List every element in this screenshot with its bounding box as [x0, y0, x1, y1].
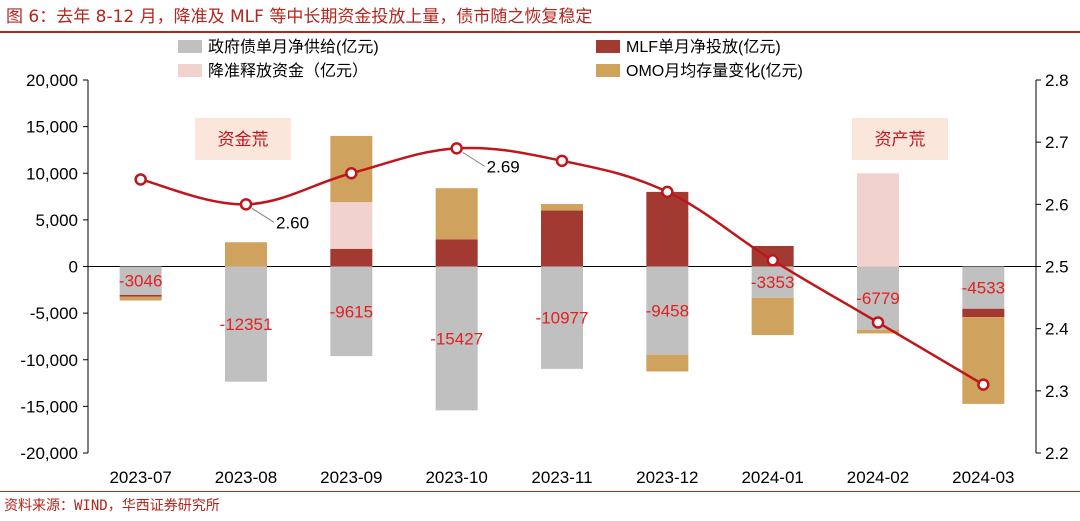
x-tick-label: 2024-02	[847, 468, 909, 487]
legend-swatch	[596, 40, 620, 53]
annotation-box	[195, 118, 291, 160]
data-label: -15427	[430, 329, 483, 348]
yield-point	[239, 198, 253, 211]
bar-segment	[435, 188, 478, 240]
bar-segment	[751, 297, 794, 336]
yield-point	[977, 378, 990, 391]
figure-title: 图 6：去年 8-12 月，降准及 MLF 等中长期资金投放上量，债市随之恢复稳…	[6, 7, 593, 27]
legend-label: 降准释放资金（亿元）	[208, 62, 368, 80]
left-tick-label: 5,000	[35, 211, 78, 230]
yield-point	[766, 254, 779, 267]
right-tick-label: 2.3	[1045, 382, 1069, 401]
bar-segment	[435, 239, 478, 267]
bar-segment	[857, 329, 899, 334]
bar-segment	[119, 294, 162, 297]
bar-segment	[330, 202, 373, 249]
legend-swatch	[178, 40, 202, 53]
x-tick-label: 2023-11	[531, 468, 592, 487]
x-tick-label: 2023-08	[215, 468, 277, 487]
bar-segment	[962, 266, 1005, 309]
legend-label: MLF单月净投放(亿元)	[626, 38, 781, 56]
annotation-box	[852, 118, 948, 160]
bar-segment	[646, 191, 689, 267]
bar-segment	[541, 266, 583, 369]
x-tick-label: 2023-10	[425, 468, 487, 487]
x-tick-label: 2023-07	[109, 468, 171, 487]
data-label: -6779	[856, 289, 899, 308]
right-tick-label: 2.2	[1045, 444, 1069, 463]
bar-segment	[646, 354, 689, 372]
annotations-group: 资金荒 资产荒	[195, 118, 948, 160]
right-tick-label: 2.5	[1045, 258, 1069, 277]
axes-group: -20,000 -15,000 -10,000 -5,000 0 5,000 10,000 1…	[20, 71, 1068, 487]
source-note: 资料来源：WIND，华西证券研究所	[4, 498, 220, 514]
title-divider	[0, 31, 1080, 33]
x-tick-label: 2023-12	[636, 468, 698, 487]
data-labels-group: -3046 -12351 -9615 -15427 -10977 -9458 -3353 -6…	[119, 272, 1005, 349]
data-label: -4533	[962, 279, 1005, 298]
x-tick-label: 2023-09	[320, 468, 382, 487]
bar-segment	[962, 317, 1005, 404]
legend-swatch	[178, 64, 202, 77]
left-tick-label: 20,000	[26, 71, 78, 90]
data-label: -9458	[646, 302, 689, 321]
bar-segment	[119, 296, 162, 301]
annotation-text: 资产荒	[875, 130, 926, 149]
line-value-label: 2.60	[276, 213, 309, 232]
bar-segment	[857, 173, 899, 267]
legend-label: 政府债单月净供给(亿元)	[208, 38, 379, 56]
data-label: -9615	[330, 302, 373, 321]
bar-segment	[541, 204, 583, 211]
left-tick-label: 15,000	[26, 118, 78, 137]
legend-group: 政府债单月净供给(亿元) MLF单月净投放(亿元) 降准释放资金（亿元） OMO月均存…	[178, 38, 803, 80]
data-label: -3353	[751, 273, 794, 292]
left-tick-label: -10,000	[20, 351, 78, 370]
callout-leader	[462, 151, 485, 167]
left-tick-label: -20,000	[20, 444, 78, 463]
yield-point	[555, 154, 569, 168]
yield-point	[134, 173, 147, 186]
right-tick-label: 2.8	[1045, 71, 1069, 90]
bar-segment	[435, 266, 478, 411]
bar-segment	[225, 266, 267, 382]
yield-point	[450, 142, 463, 155]
bar-segment	[119, 266, 162, 295]
bar-segment	[541, 210, 583, 267]
annotation-text: 资金荒	[218, 130, 269, 149]
bars-group	[119, 135, 1005, 411]
bar-segment	[330, 248, 373, 267]
data-label: -12351	[220, 315, 273, 334]
bar-segment	[646, 266, 689, 355]
left-tick-label: 0	[69, 258, 78, 277]
callout-leader	[251, 207, 275, 223]
source-divider	[0, 491, 1080, 492]
x-tick-label: 2024-03	[952, 468, 1014, 487]
right-tick-label: 2.7	[1045, 133, 1069, 152]
bar-segment	[751, 266, 794, 298]
yield-point	[871, 316, 885, 329]
line-series-group: 2.60 2.69	[134, 142, 990, 391]
yield-point	[345, 167, 358, 180]
x-tick-label: 2024-01	[741, 468, 803, 487]
data-label: -10977	[536, 309, 589, 328]
legend-swatch	[596, 64, 620, 77]
left-tick-label: -5,000	[30, 304, 78, 323]
right-tick-label: 2.6	[1045, 195, 1069, 214]
legend-label: OMO月均存量变化(亿元)	[626, 62, 803, 80]
yield-point	[661, 185, 674, 199]
bar-segment	[330, 266, 373, 357]
line-value-label: 2.69	[487, 157, 520, 176]
left-tick-label: 10,000	[26, 164, 78, 183]
left-tick-label: -15,000	[20, 397, 78, 416]
bar-segment	[225, 242, 267, 267]
right-tick-label: 2.4	[1045, 320, 1069, 339]
data-label: -3046	[119, 272, 162, 291]
bar-segment	[962, 308, 1005, 318]
